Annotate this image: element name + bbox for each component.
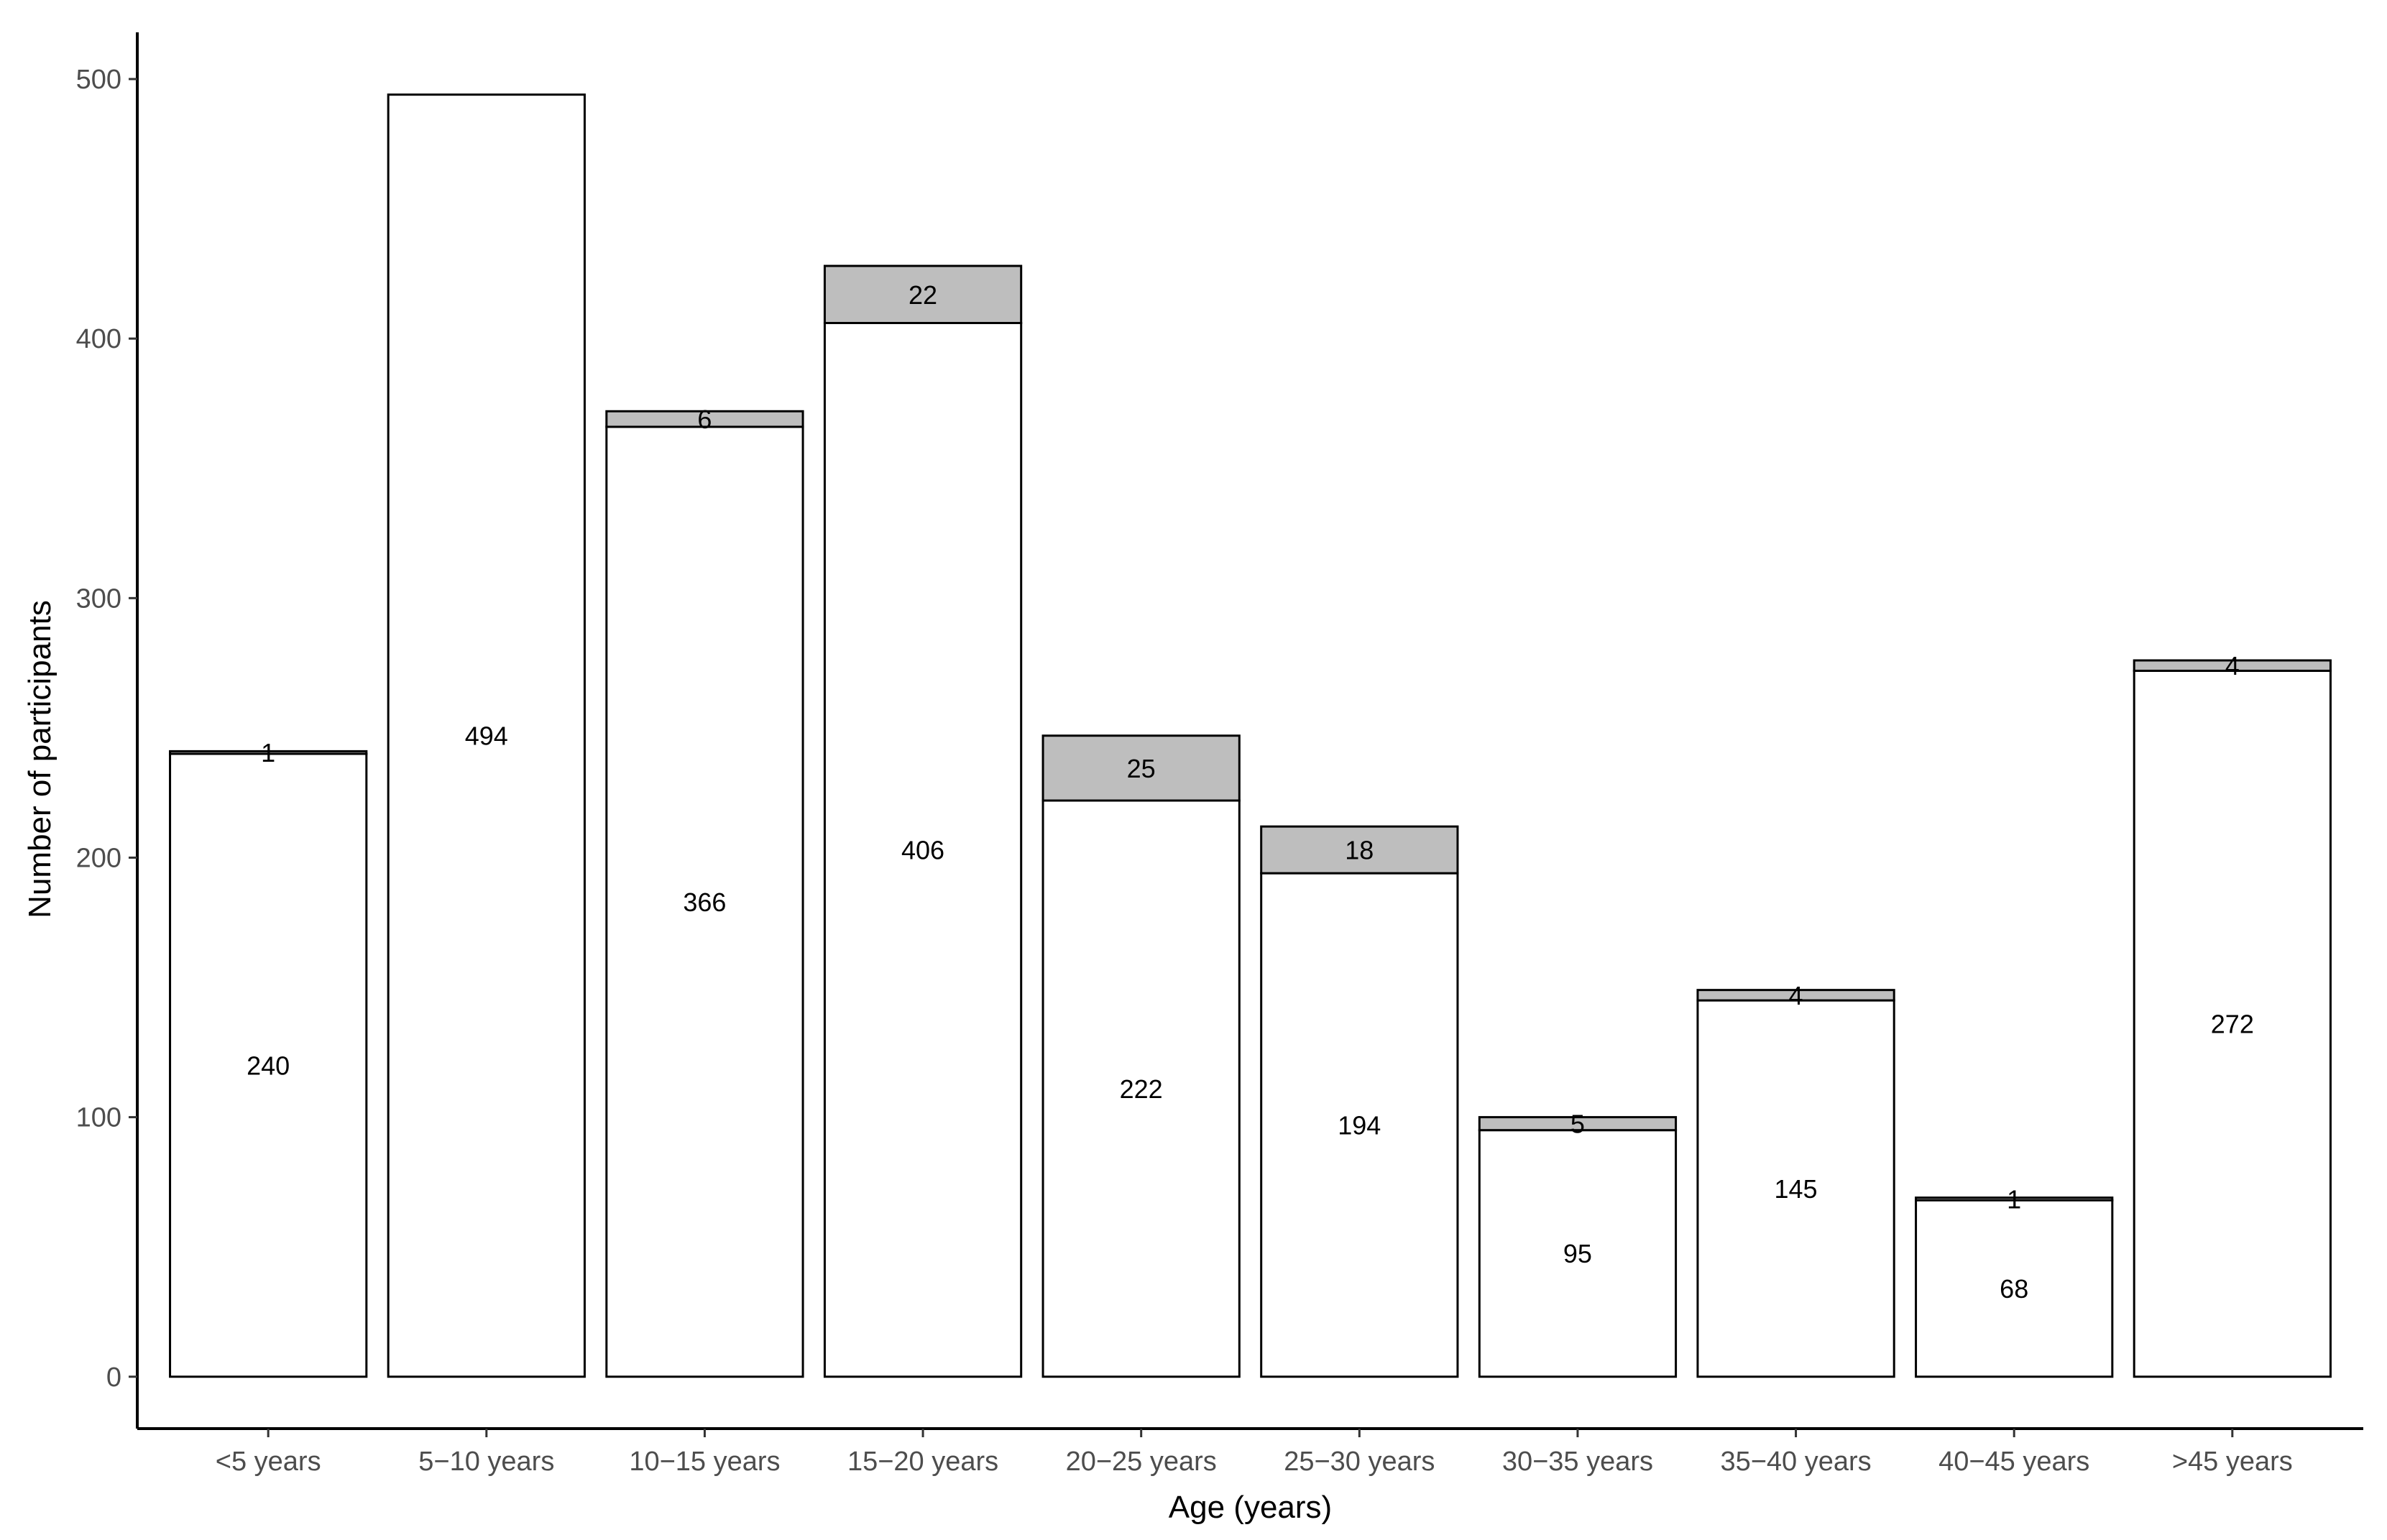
bars-group (169, 93, 2332, 1378)
bar-value-label: 1 (261, 738, 275, 767)
y-axis-ticks: 0 100 200 300 400 500 (76, 65, 137, 1393)
bar-segment-secondary (1696, 989, 1895, 1002)
bar-segment-secondary (1260, 825, 1459, 875)
y-tick-label: 300 (76, 584, 121, 614)
bar-value-label: 25 (1127, 754, 1156, 783)
bar-value-label: 494 (465, 721, 508, 751)
x-tick-label: 20−25 years (1066, 1447, 1217, 1477)
bar-segment-secondary (1915, 1197, 2114, 1202)
bar-segment-secondary (1041, 734, 1241, 802)
axes-group (136, 32, 2363, 1430)
bar-value-label: 222 (1120, 1074, 1163, 1104)
bar-segment-secondary (169, 750, 368, 755)
x-tick-label: 15−20 years (847, 1447, 998, 1477)
bar-segment-secondary (605, 410, 804, 428)
bar-value-label: 4 (1789, 981, 1803, 1010)
bar-value-label: 22 (909, 280, 937, 310)
bar-segment-secondary (823, 264, 1023, 324)
x-tick-label: 35−40 years (1720, 1447, 1871, 1477)
bar-value-label: 145 (1775, 1174, 1818, 1204)
bar-segment-primary (1041, 799, 1241, 1378)
x-tick-label: >45 years (2172, 1447, 2293, 1477)
x-tick-label: 25−30 years (1284, 1447, 1435, 1477)
y-axis-title: Number of participants (22, 600, 58, 918)
bar-segment-primary (1696, 999, 1895, 1378)
bar-value-label: 194 (1338, 1110, 1381, 1140)
bar-value-label: 95 (1563, 1239, 1592, 1268)
x-axis-title: Age (years) (1169, 1490, 1332, 1525)
bar-segment-primary (1478, 1129, 1678, 1378)
x-tick-label: 30−35 years (1502, 1447, 1653, 1477)
x-axis-ticks: <5 years 5−10 years 10−15 years 15−20 years… (216, 1429, 2293, 1477)
bar-value-label: 1 (2007, 1184, 2021, 1214)
bar-value-label: 272 (2211, 1010, 2254, 1039)
x-tick-label: <5 years (216, 1447, 321, 1477)
x-tick-label: 5−10 years (418, 1447, 554, 1477)
x-tick-label: 10−15 years (629, 1447, 780, 1477)
bar-value-label: 366 (683, 887, 726, 917)
bar-segment-primary (1915, 1199, 2114, 1378)
y-tick-label: 100 (76, 1103, 121, 1133)
bar-segment-primary (387, 93, 586, 1378)
y-tick-label: 500 (76, 65, 121, 95)
bar-segment-secondary (1478, 1116, 1678, 1132)
y-tick-label: 0 (106, 1363, 121, 1393)
bar-segment-primary (2133, 669, 2332, 1378)
bar-segment-secondary (2133, 659, 2332, 672)
x-tick-label: 40−45 years (1938, 1447, 2089, 1477)
bar-segment-primary (823, 321, 1023, 1378)
bar-value-label: 68 (2000, 1274, 2028, 1304)
bar-value-label: 4 (2225, 651, 2240, 681)
y-tick-label: 200 (76, 843, 121, 873)
bar-value-label: 240 (247, 1051, 290, 1080)
bar-value-label: 18 (1345, 836, 1374, 865)
y-tick-label: 400 (76, 324, 121, 354)
bar-segment-primary (169, 752, 368, 1378)
bar-segment-primary (605, 425, 804, 1378)
bar-value-label: 406 (901, 836, 944, 865)
bar-value-label: 6 (697, 405, 712, 434)
bar-value-label: 5 (1570, 1110, 1585, 1139)
